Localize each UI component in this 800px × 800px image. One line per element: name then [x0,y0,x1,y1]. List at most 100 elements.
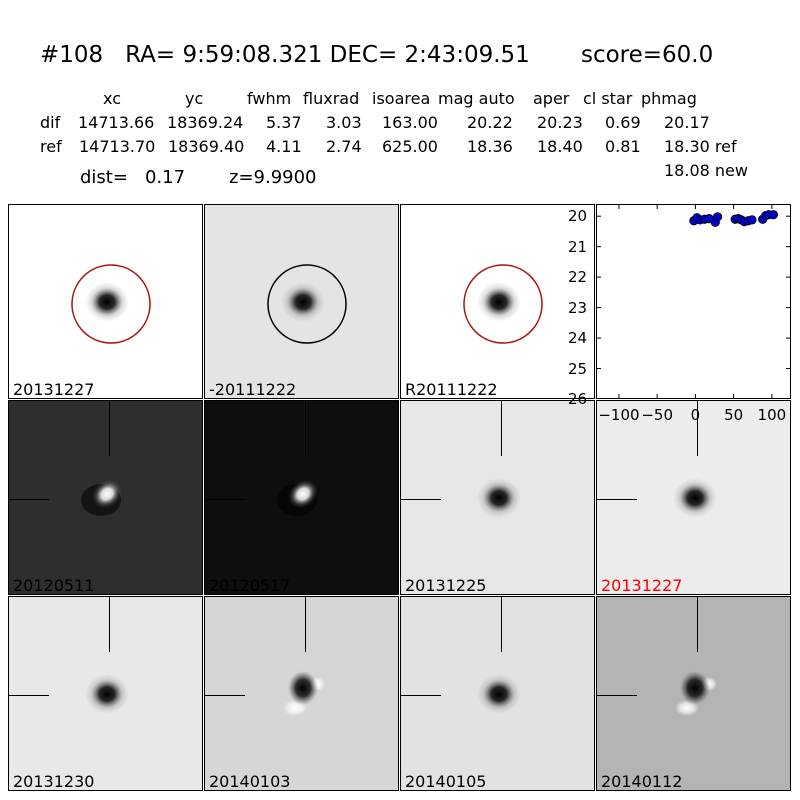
table-col-header: xc [103,89,121,108]
y-tick-label: 20 [568,207,588,226]
image-panel: 20131227 [596,400,791,595]
table-cell: 163.00 [382,113,438,132]
y-tick-label: 25 [568,359,588,378]
dist-label: dist= [80,167,128,188]
image-panel: 20140103 [204,596,399,791]
light-curve-plot: 20 21 22 23 24 25 26 −100 −50 0 50 100 [568,204,791,423]
aperture-circle [267,264,347,344]
panel-label: 20140103 [209,772,291,791]
panel-label: 20140112 [601,772,683,791]
crosshair-horizontal [401,695,441,696]
table-col-header: cl star [583,89,633,108]
table-col-header: yc [185,89,204,108]
table-col-header: fluxrad [303,89,360,108]
source-blob [477,478,521,518]
image-panel: 20120511 [8,400,203,595]
source-blob [477,674,521,714]
source-image [277,479,318,516]
image-panel: -20111222 [204,204,399,399]
source-blob [288,671,318,705]
data-point [747,215,757,225]
crosshair-horizontal [597,499,637,500]
panel-label: 20120517 [209,576,291,595]
source-image [477,674,521,714]
table-col-header: fwhm [247,89,292,108]
panel-label: 20131227 [601,576,683,595]
source-blob [673,478,717,518]
crosshair-vertical [305,401,306,456]
panel-label: 20131227 [13,380,95,399]
x-tick-label: −50 [641,406,673,424]
crosshair-vertical [109,401,110,456]
crosshair-vertical [501,597,502,652]
table-cell: 0.69 [605,113,641,132]
crosshair-horizontal [9,695,49,696]
table-cell: 20.17 [664,113,710,132]
source-image [675,671,717,716]
source-image [477,478,521,518]
crosshair-vertical [109,597,110,652]
x-tick-label: −100 [598,406,640,424]
image-panel: 20120517 [204,400,399,595]
table-cell: 20.23 [537,113,583,132]
panel-label: 20131225 [405,576,487,595]
table-cell: 3.03 [326,113,362,132]
crosshair-horizontal [205,695,245,696]
table-col-header: mag auto [438,89,515,108]
table-row-label: dif [40,113,61,132]
panel-label: 20131230 [13,772,95,791]
crosshair-vertical [697,401,698,456]
aperture-circle [463,264,543,344]
crosshair-horizontal [597,695,637,696]
image-panel: 20131225 [400,400,595,595]
table-col-header: phmag [641,89,697,108]
table-cell: 4.11 [266,137,302,156]
source-blob [85,282,129,322]
table-cell: 0.81 [605,137,641,156]
image-panel: R20111222 [400,204,595,399]
x-tick-label: 0 [690,406,701,424]
table-extra-phmag: 18.08 new [664,161,748,180]
table-col-header: isoarea [372,89,431,108]
source-blob [92,479,122,509]
source-image [85,674,129,714]
image-panel: 20140105 [400,596,595,791]
image-panel: 20131230 [8,596,203,791]
crosshair-vertical [697,597,698,652]
crosshair-vertical [501,401,502,456]
source-blob [85,674,129,714]
panel-label: -20111222 [209,380,297,399]
source-image [283,671,325,716]
table-col-header: aper [533,89,570,108]
panel-label: R20111222 [405,380,498,399]
table-row-label: ref [40,137,62,156]
table-cell: 20.22 [467,113,513,132]
dist-value: 0.17 [145,167,186,188]
source-image [673,478,717,518]
table-cell: 18.40 [537,137,583,156]
source-blob [477,282,521,322]
table-cell: 18.36 [467,137,513,156]
table-cell: 18369.24 [167,113,244,132]
crosshair-vertical [305,597,306,652]
table-cell: 5.37 [266,113,302,132]
y-tick-label: 21 [568,237,588,256]
source-image [81,479,122,516]
y-tick-label: 23 [568,298,588,317]
panel-label: 20140105 [405,772,487,791]
source-image [463,264,543,344]
table-cell: 14713.70 [79,137,156,156]
table-cell: 625.00 [382,137,438,156]
crosshair-horizontal [401,499,441,500]
source-blob [288,479,318,509]
source-image [267,264,347,344]
crosshair-horizontal [9,499,49,500]
image-panel: 20131227 [8,204,203,399]
plot-frame [596,204,791,399]
y-tick-label: 26 [568,390,588,408]
x-tick-label: 100 [757,406,787,424]
table-cell: 2.74 [326,137,362,156]
aperture-circle [71,264,151,344]
table-cell: 14713.66 [78,113,155,132]
table-cell: 18.30 ref [664,137,737,156]
